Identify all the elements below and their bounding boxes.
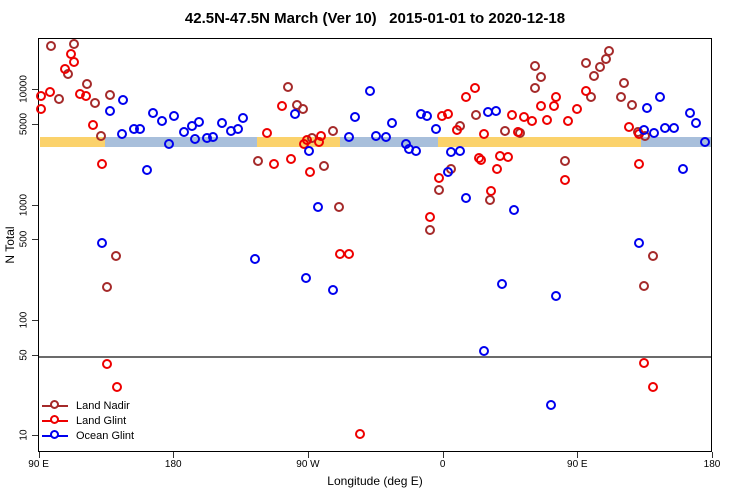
y-tick-label: 10000 bbox=[18, 75, 30, 104]
y-tick-mark bbox=[32, 435, 38, 437]
chart-title: 42.5N-47.5N March (Ver 10) 2015-01-01 to… bbox=[184, 10, 566, 27]
x-tick-label: 90 E bbox=[567, 459, 588, 470]
y-tick-label: 5000 bbox=[18, 112, 30, 136]
y-tick-mark bbox=[32, 124, 38, 125]
y-tick-mark bbox=[32, 204, 38, 206]
legend: Land Nadir Land Glint Ocean Glint bbox=[42, 398, 134, 443]
highlight-band bbox=[340, 136, 438, 147]
x-tick-mark bbox=[38, 452, 40, 458]
legend-entry-land-nadir: Land Nadir bbox=[42, 398, 134, 413]
land-glint-marker-icon bbox=[42, 413, 68, 428]
x-tick-label: 90 E bbox=[28, 459, 49, 470]
y-tick-label: 500 bbox=[18, 230, 30, 248]
legend-label: Ocean Glint bbox=[76, 429, 135, 442]
legend-label: Land Glint bbox=[76, 414, 127, 427]
y-tick-mark bbox=[32, 354, 38, 356]
y-tick-mark bbox=[32, 89, 38, 91]
ocean-glint-marker-icon bbox=[42, 428, 68, 443]
y-tick-mark bbox=[32, 239, 38, 241]
x-tick-label: 90 W bbox=[296, 459, 320, 470]
legend-entry-land-glint: Land Glint bbox=[42, 413, 134, 428]
x-tick-mark bbox=[173, 452, 175, 458]
highlight-band bbox=[641, 136, 711, 147]
highlight-band bbox=[105, 136, 257, 147]
x-tick-mark bbox=[307, 452, 309, 458]
x-tick-mark bbox=[442, 452, 444, 458]
y-tick-label: 100 bbox=[18, 311, 30, 329]
x-tick-mark bbox=[711, 452, 713, 458]
y-axis-title: N Total bbox=[3, 226, 17, 264]
x-axis-title: Longitude (deg E) bbox=[327, 474, 423, 488]
highlight-band bbox=[39, 136, 106, 147]
y-tick-label: 1000 bbox=[18, 193, 30, 216]
x-tick-mark bbox=[577, 452, 579, 458]
reference-line bbox=[39, 355, 711, 358]
y-tick-label: 50 bbox=[18, 349, 30, 361]
x-tick-label: 0 bbox=[439, 459, 446, 470]
legend-label: Land Nadir bbox=[76, 399, 130, 412]
legend-entry-ocean-glint: Ocean Glint bbox=[42, 428, 134, 443]
highlight-band bbox=[437, 136, 642, 147]
highlight-band bbox=[256, 136, 341, 147]
y-tick-mark bbox=[32, 319, 38, 321]
x-tick-label: 180 bbox=[703, 459, 721, 470]
plot-frame bbox=[38, 38, 712, 452]
land-nadir-marker-icon bbox=[42, 398, 68, 413]
y-tick-label: 10 bbox=[18, 429, 30, 441]
x-tick-label: 180 bbox=[164, 459, 182, 470]
